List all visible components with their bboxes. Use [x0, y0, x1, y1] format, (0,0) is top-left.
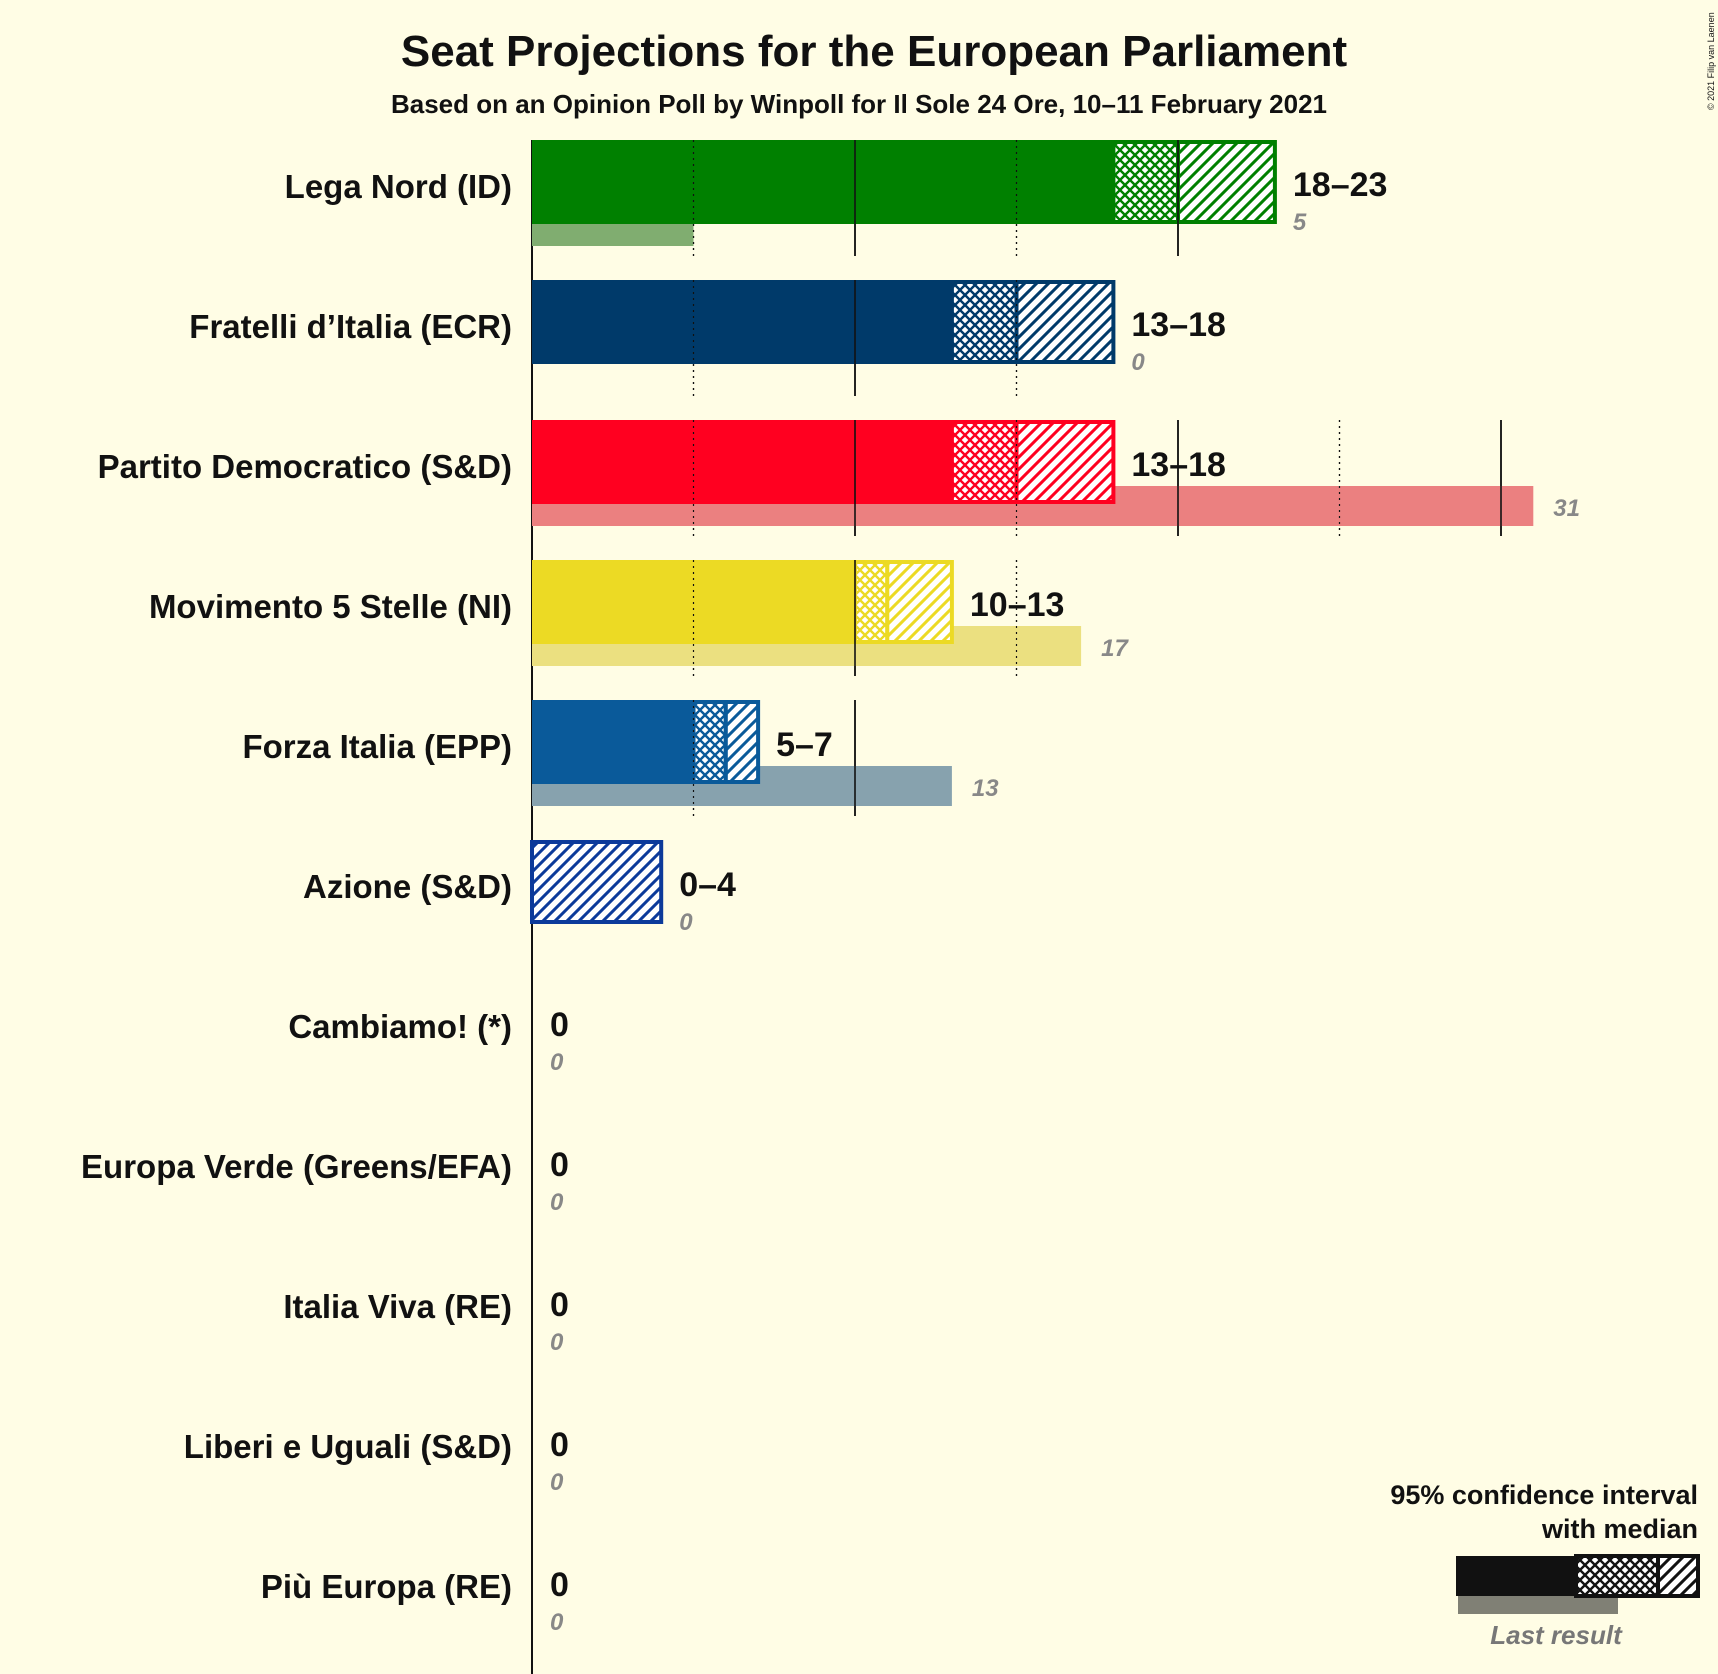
last-result-label: 31 — [1553, 495, 1580, 522]
last-result-label: 0 — [550, 1189, 564, 1216]
interval-solid-bar — [532, 140, 1114, 224]
last-result-label: 0 — [550, 1329, 564, 1356]
interval-diagonal-bar — [1176, 140, 1277, 224]
legend: 95% confidence interval with median Last… — [1390, 1480, 1700, 1650]
last-result-label: 0 — [679, 909, 693, 936]
last-result-label: 17 — [1101, 635, 1129, 662]
party-rows: Lega Nord (ID) 18–23 5 Fratelli d’Italia (E… — [81, 140, 1580, 1636]
party-label: Liberi e Uguali (S&D) — [184, 1428, 512, 1465]
interval-diagonal-bar — [530, 840, 664, 924]
interval-range-label: 0 — [550, 1286, 569, 1324]
interval-range-label: 0 — [550, 1006, 569, 1044]
party-label: Movimento 5 Stelle (NI) — [149, 588, 512, 625]
party-label: Forza Italia (EPP) — [242, 728, 512, 765]
interval-solid-bar — [532, 280, 952, 364]
interval-crosshatch-bar — [949, 420, 1019, 504]
last-result-label: 0 — [1131, 349, 1145, 376]
interval-crosshatch-bar — [1111, 140, 1181, 224]
party-row: Cambiamo! (*) 0 0 — [288, 1006, 569, 1076]
last-result-label: 5 — [1293, 209, 1307, 236]
interval-range-label: 13–18 — [1131, 446, 1226, 484]
interval-range-label: 10–13 — [970, 586, 1065, 624]
interval-crosshatch-bar — [949, 280, 1019, 364]
interval-range-label: 0 — [550, 1566, 569, 1604]
last-result-label: 0 — [550, 1469, 564, 1496]
party-label: Europa Verde (Greens/EFA) — [81, 1148, 512, 1185]
legend-solid-bar — [1456, 1556, 1576, 1596]
interval-range-label: 5–7 — [776, 726, 833, 764]
interval-diagonal-bar — [1014, 420, 1116, 504]
interval-diagonal-bar — [1014, 280, 1116, 364]
chart-title: Seat Projections for the European Parlia… — [401, 27, 1348, 76]
legend-line1: 95% confidence interval — [1390, 1480, 1698, 1510]
party-row: Europa Verde (Greens/EFA) 0 0 — [81, 1146, 569, 1216]
interval-diagonal-bar — [723, 700, 761, 784]
interval-range-label: 0 — [550, 1146, 569, 1184]
party-label: Lega Nord (ID) — [285, 168, 512, 205]
party-row: Movimento 5 Stelle (NI) 10–13 17 — [149, 560, 1129, 676]
interval-range-label: 13–18 — [1131, 306, 1226, 344]
party-label: Più Europa (RE) — [261, 1568, 512, 1605]
party-label: Partito Democratico (S&D) — [98, 448, 512, 485]
party-row: Forza Italia (EPP) 5–7 13 — [242, 700, 999, 816]
chart-subtitle: Based on an Opinion Poll by Winpoll for … — [391, 89, 1327, 119]
last-result-label: 13 — [972, 775, 999, 802]
interval-solid-bar — [532, 700, 694, 784]
interval-diagonal-bar — [885, 560, 954, 644]
party-row: Partito Democratico (S&D) 13–18 31 — [98, 420, 1580, 536]
legend-line2: with median — [1541, 1514, 1698, 1544]
last-result-label: 0 — [550, 1609, 564, 1636]
interval-solid-bar — [532, 420, 952, 504]
interval-range-label: 0–4 — [679, 866, 736, 904]
legend-last-result-label: Last result — [1490, 1620, 1623, 1650]
last-result-label: 0 — [550, 1049, 564, 1076]
copyright-notice: © 2021 Filip van Laenen — [1706, 12, 1716, 110]
party-label: Azione (S&D) — [303, 868, 512, 905]
party-row: Liberi e Uguali (S&D) 0 0 — [184, 1426, 569, 1496]
legend-diagonal-bar — [1656, 1554, 1700, 1598]
party-row: Lega Nord (ID) 18–23 5 — [285, 140, 1388, 256]
party-row: Più Europa (RE) 0 0 — [261, 1566, 569, 1636]
party-label: Cambiamo! (*) — [288, 1008, 512, 1045]
interval-range-label: 18–23 — [1293, 166, 1388, 204]
party-row: Azione (S&D) 0–4 0 — [303, 840, 736, 936]
interval-crosshatch-bar — [691, 700, 728, 784]
party-row: Fratelli d’Italia (ECR) 13–18 0 — [189, 280, 1226, 396]
interval-range-label: 0 — [550, 1426, 569, 1464]
party-label: Fratelli d’Italia (ECR) — [189, 308, 512, 345]
legend-crosshatch-bar — [1574, 1554, 1660, 1598]
party-label: Italia Viva (RE) — [283, 1288, 512, 1325]
interval-crosshatch-bar — [853, 560, 890, 644]
party-row: Italia Viva (RE) 0 0 — [283, 1286, 569, 1356]
